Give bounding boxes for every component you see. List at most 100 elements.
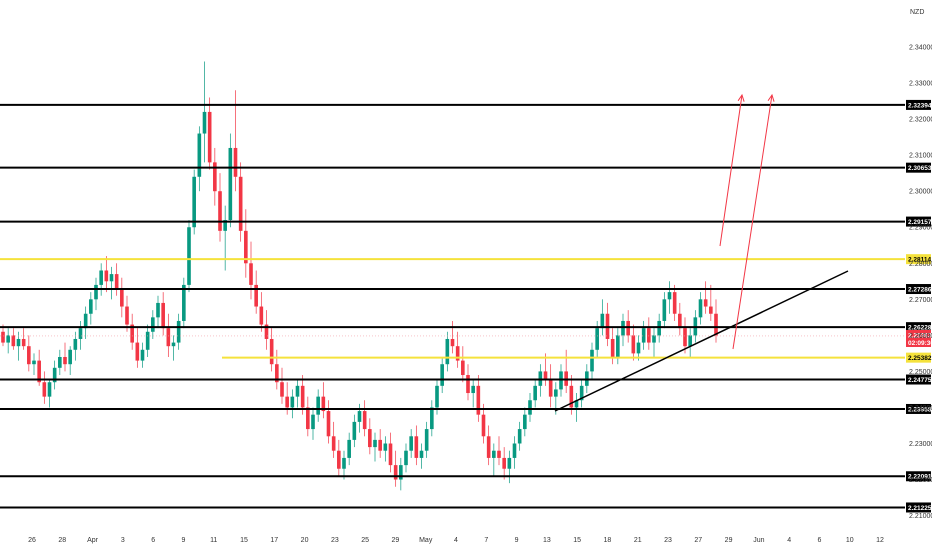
x-tick-label: 20: [301, 537, 309, 544]
candle-body: [569, 385, 574, 408]
x-tick-label: 23: [331, 537, 339, 544]
candle-body: [244, 230, 248, 264]
y-tick-label: 2.30000: [909, 189, 932, 196]
candle-body: [171, 342, 176, 347]
yellow-level-label: 2.28114: [908, 257, 932, 264]
candle-body: [698, 299, 703, 318]
black-level-label-bg: [906, 162, 931, 173]
candle-body: [316, 396, 320, 415]
x-tick-label: 23: [664, 537, 672, 544]
candle-body: [657, 320, 661, 336]
candle-body: [192, 176, 196, 228]
arrow-line: [719, 94, 743, 247]
x-tick-label: 25: [361, 537, 369, 544]
black-level-label: 2.23958: [908, 406, 932, 413]
candle-body: [275, 364, 279, 383]
y-tick-label: 2.25000: [909, 369, 932, 376]
x-tick-label: 7: [484, 537, 488, 544]
x-tick-label: 9: [181, 537, 185, 544]
x-tick-label: 18: [604, 537, 612, 544]
candle-body: [264, 324, 269, 339]
black-level-label: 2.24775: [908, 377, 932, 384]
y-tick-label: 2.28000: [909, 261, 932, 268]
candle-body: [512, 443, 517, 458]
x-tick-label: 4: [787, 537, 791, 544]
levels: 2.32394 2.30653 2.29157 2.27286 2.26228 2.247…: [0, 99, 932, 513]
black-level-label-bg: [906, 322, 931, 333]
yellow-level-label-bg: [906, 352, 931, 363]
candle-body: [647, 328, 651, 343]
candle-body: [337, 450, 341, 469]
black-level-label: 2.30653: [908, 165, 932, 172]
candle-body: [223, 220, 227, 231]
candle-body: [404, 450, 408, 466]
candles: [1, 61, 718, 491]
x-tick-label: 17: [270, 537, 278, 544]
yellow-level-label: 2.25382: [908, 355, 932, 362]
black-level-label-bg: [906, 99, 931, 110]
candle-body: [151, 317, 155, 332]
candle-body: [37, 360, 41, 383]
candle-body: [378, 439, 382, 451]
candle-body: [11, 335, 16, 347]
candle-body: [63, 356, 67, 365]
candle-body: [703, 299, 708, 307]
candle-body: [347, 439, 351, 458]
black-level-label: 2.32394: [908, 102, 932, 109]
candle-body: [83, 313, 88, 329]
candle-body: [543, 371, 548, 379]
black-level-label-bg: [906, 284, 931, 295]
black-level-label-bg: [906, 471, 931, 482]
candle-body: [667, 292, 672, 300]
candle-body: [6, 335, 10, 343]
candle-body: [481, 414, 486, 437]
candle-body: [290, 396, 295, 408]
black-level-label: 2.29157: [908, 219, 932, 226]
y-tick-label: 2.22000: [909, 477, 932, 484]
candle-body: [368, 429, 372, 448]
candle-body: [631, 335, 636, 354]
candle-body: [197, 133, 202, 177]
x-tick-label: May: [419, 537, 433, 544]
candle-body: [145, 331, 150, 350]
x-tick-label: 28: [58, 537, 66, 544]
candle-body: [683, 328, 687, 347]
candle-body: [89, 299, 93, 314]
candle-body: [533, 385, 537, 401]
candle-body: [579, 385, 584, 401]
x-tick-label: 6: [817, 537, 821, 544]
x-tick-label: 15: [240, 537, 248, 544]
y-tick-label: 2.26000: [909, 333, 932, 340]
candle-body: [362, 411, 367, 430]
candle-body: [486, 436, 491, 458]
candle-body: [120, 288, 124, 307]
candle-body: [554, 389, 558, 397]
candle-body: [182, 284, 186, 321]
candle-body: [497, 450, 501, 458]
candle-body: [409, 436, 413, 451]
candle-body: [709, 306, 713, 314]
candle-body: [156, 302, 160, 318]
black-level-label-bg: [906, 216, 931, 227]
arrow-line: [732, 94, 773, 350]
candle-body: [187, 227, 191, 285]
candle-body: [213, 162, 217, 192]
x-tick-label: 4: [454, 537, 458, 544]
candle-body: [311, 414, 315, 430]
countdown-label: 02:09:30: [908, 340, 932, 347]
candle-body: [73, 338, 78, 350]
x-tick-label: 9: [515, 537, 519, 544]
candle-body: [32, 360, 36, 365]
black-level-label-bg: [906, 502, 931, 513]
candle-body: [109, 274, 114, 282]
x-tick-label: 10: [846, 537, 854, 544]
candle-body: [140, 349, 145, 361]
candle-body: [466, 375, 470, 394]
candle-body: [388, 443, 393, 466]
candle-body: [528, 400, 532, 415]
candle-body: [714, 313, 718, 336]
arrow-head: [737, 93, 745, 102]
candle-body: [269, 338, 274, 365]
candle-body: [393, 465, 398, 480]
